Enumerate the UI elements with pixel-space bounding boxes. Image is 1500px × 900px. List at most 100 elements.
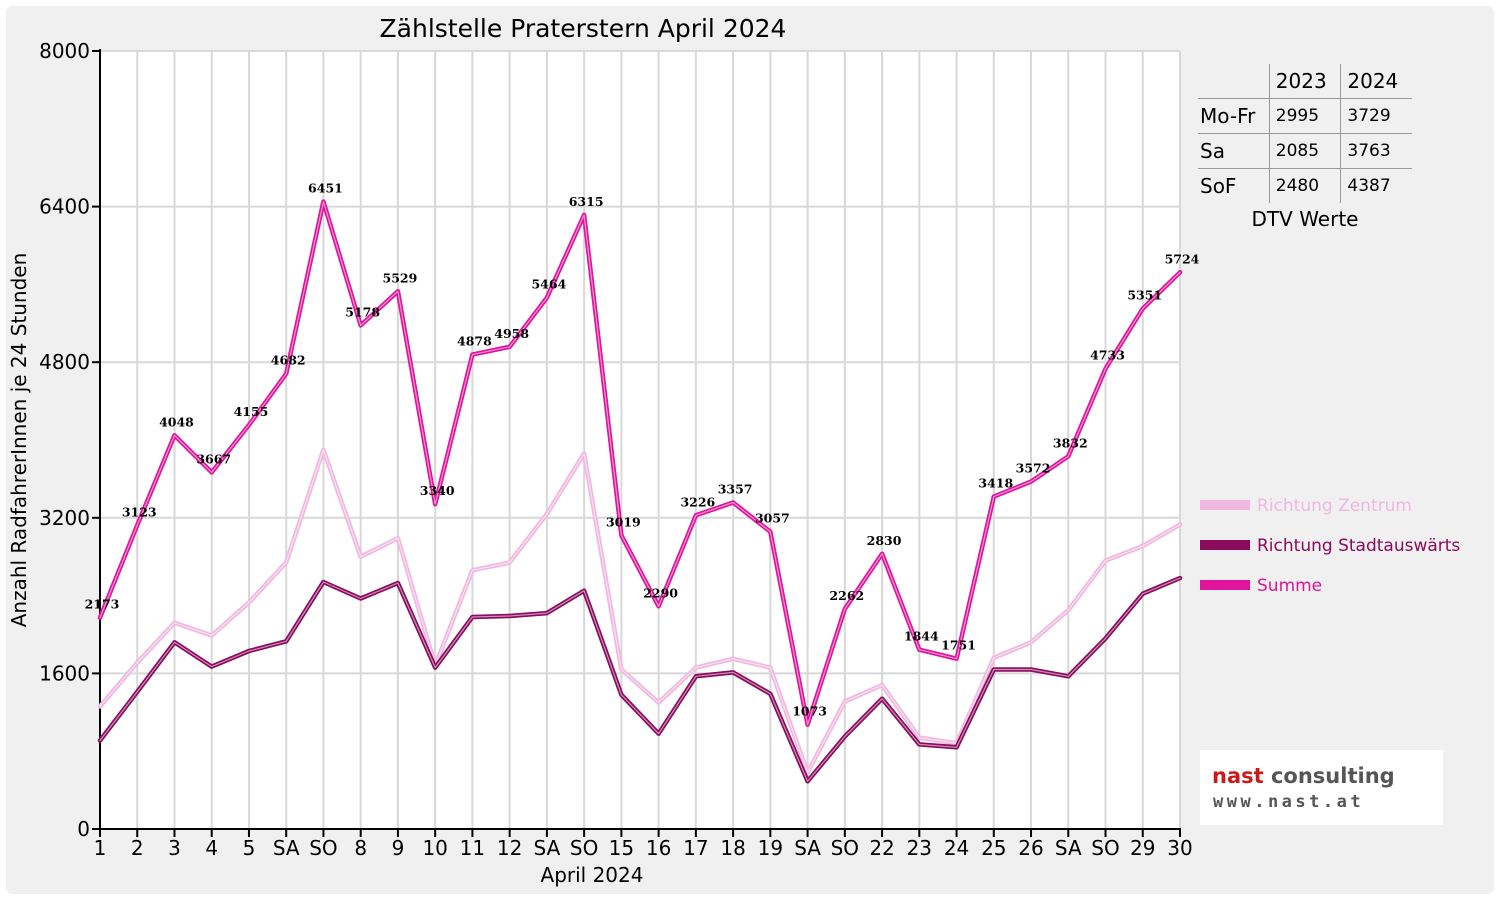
series-line-highlight bbox=[99, 449, 1181, 774]
x-tick-label: 30 bbox=[1167, 836, 1192, 860]
x-tick-label: 10 bbox=[422, 836, 447, 860]
data-label: 4155 bbox=[234, 404, 269, 419]
y-tick-label: 8000 bbox=[39, 39, 90, 63]
data-label: 3572 bbox=[1016, 461, 1051, 476]
y-tick-label: 0 bbox=[77, 817, 90, 841]
axes bbox=[92, 49, 1181, 837]
series-line-highlight bbox=[99, 577, 1181, 782]
x-tick-label: 2 bbox=[131, 836, 144, 860]
data-label: 2830 bbox=[867, 533, 902, 548]
dtv-row-label: Sa bbox=[1198, 133, 1270, 169]
data-label: 3667 bbox=[196, 451, 231, 466]
data-label: 4733 bbox=[1090, 348, 1125, 363]
dtv-header-2024: 2024 bbox=[1340, 64, 1412, 99]
y-tick-label: 3200 bbox=[39, 506, 90, 530]
dtv-cell: 4387 bbox=[1340, 168, 1412, 203]
x-tick-label: 22 bbox=[869, 836, 894, 860]
legend-swatch bbox=[1200, 580, 1250, 590]
data-label: 2262 bbox=[829, 588, 864, 603]
y-tick-label: 6400 bbox=[39, 195, 90, 219]
x-tick-label: 15 bbox=[609, 836, 634, 860]
x-tick-label: 16 bbox=[646, 836, 671, 860]
data-label: 5529 bbox=[383, 270, 418, 285]
data-label: 6315 bbox=[569, 194, 604, 209]
data-label: 3418 bbox=[978, 476, 1013, 491]
legend: Richtung Zentrum Richtung Stadtauswärts Su… bbox=[1200, 496, 1460, 596]
y-axis-label: Anzahl RadfahrerInnen je 24 Stunden bbox=[7, 253, 31, 628]
y-tick-label: 1600 bbox=[39, 661, 90, 685]
data-label: 3123 bbox=[122, 504, 157, 519]
legend-swatch bbox=[1200, 500, 1250, 510]
dtv-header-2023: 2023 bbox=[1268, 64, 1341, 99]
data-label: 1073 bbox=[792, 704, 827, 719]
logo-name-part2: consulting bbox=[1263, 764, 1395, 788]
x-tick-label: 17 bbox=[683, 836, 708, 860]
data-label: 4878 bbox=[457, 334, 492, 349]
logo-url: www.nast.at bbox=[1213, 792, 1365, 812]
legend-swatch bbox=[1200, 540, 1250, 550]
x-tick-label: SA bbox=[1055, 836, 1082, 860]
dtv-cell: 2995 bbox=[1268, 98, 1341, 134]
data-labels: 2173 3123 4048 3667 4155 4682 6451 5178 5529 3340… bbox=[85, 181, 1200, 719]
dtv-header-corner bbox=[1198, 64, 1269, 99]
x-tick-labels: 1 2 3 4 5 SA SO 8 9 10 11 12 SA SO 15 16 17 18 19 SA SO 22 23 2… bbox=[94, 836, 1193, 860]
x-tick-label: SA bbox=[794, 836, 821, 860]
x-tick-label: 23 bbox=[907, 836, 932, 860]
x-tick-label: 4 bbox=[205, 836, 218, 860]
y-tick-label: 4800 bbox=[39, 350, 90, 374]
dtv-cell: 2480 bbox=[1268, 168, 1341, 203]
data-label: 3340 bbox=[420, 483, 455, 498]
data-label: 4048 bbox=[159, 414, 194, 429]
data-label: 3357 bbox=[718, 482, 753, 497]
data-label: 2290 bbox=[643, 585, 678, 600]
x-tick-label: 8 bbox=[354, 836, 367, 860]
x-tick-label: 1 bbox=[94, 836, 107, 860]
data-label: 3226 bbox=[680, 494, 715, 509]
dtv-cell: 2085 bbox=[1268, 133, 1341, 169]
data-label: 2173 bbox=[85, 597, 120, 612]
data-label: 4682 bbox=[271, 353, 306, 368]
x-tick-label: 19 bbox=[758, 836, 783, 860]
dtv-caption: DTV Werte bbox=[1251, 207, 1359, 231]
dtv-row-label: SoF bbox=[1198, 168, 1270, 203]
dtv-row-label: Mo-Fr bbox=[1198, 98, 1270, 134]
plot-area bbox=[100, 51, 1180, 829]
x-tick-label: 5 bbox=[243, 836, 256, 860]
data-label: 1844 bbox=[904, 629, 939, 644]
x-tick-label: 3 bbox=[168, 836, 181, 860]
chart-title: Zählstelle Praterstern April 2024 bbox=[380, 14, 787, 43]
x-tick-label: 12 bbox=[497, 836, 522, 860]
dtv-table: 2023 2024 Mo-Fr 2995 3729 Sa 2085 3763 S… bbox=[1198, 64, 1412, 231]
dtv-cell: 3729 bbox=[1340, 98, 1412, 134]
x-tick-label: 9 bbox=[392, 836, 405, 860]
data-label: 5464 bbox=[531, 277, 566, 292]
x-tick-label: 29 bbox=[1130, 836, 1155, 860]
x-tick-label: SO bbox=[309, 836, 337, 860]
x-tick-label: 11 bbox=[460, 836, 485, 860]
data-label: 5724 bbox=[1165, 251, 1200, 266]
grid bbox=[100, 50, 1181, 829]
series-lines bbox=[97, 199, 1183, 784]
series-line-highlight bbox=[99, 201, 1181, 726]
x-tick-label: 18 bbox=[720, 836, 745, 860]
dtv-cell: 3763 bbox=[1340, 133, 1412, 169]
logo-name: nast consulting bbox=[1212, 764, 1395, 788]
x-tick-label: SA bbox=[534, 836, 561, 860]
x-axis-label: April 2024 bbox=[541, 863, 644, 887]
legend-entry: Richtung Stadtauswärts bbox=[1257, 536, 1460, 556]
data-label: 5351 bbox=[1127, 288, 1162, 303]
x-tick-label: SO bbox=[831, 836, 859, 860]
data-label: 1751 bbox=[941, 638, 976, 653]
legend-entry: Richtung Zentrum bbox=[1257, 496, 1412, 516]
y-tick-labels: 0 1600 3200 4800 6400 8000 bbox=[39, 39, 90, 841]
x-tick-label: 24 bbox=[944, 836, 969, 860]
nast-consulting-logo: nast consulting www.nast.at bbox=[1200, 750, 1443, 825]
x-tick-label: 25 bbox=[981, 836, 1006, 860]
logo-name-part1: nast bbox=[1212, 764, 1264, 788]
legend-entry: Summe bbox=[1257, 576, 1322, 596]
x-tick-label: 26 bbox=[1018, 836, 1043, 860]
data-label: 5178 bbox=[345, 304, 380, 319]
data-label: 3057 bbox=[755, 511, 790, 526]
data-label: 3832 bbox=[1053, 435, 1088, 450]
